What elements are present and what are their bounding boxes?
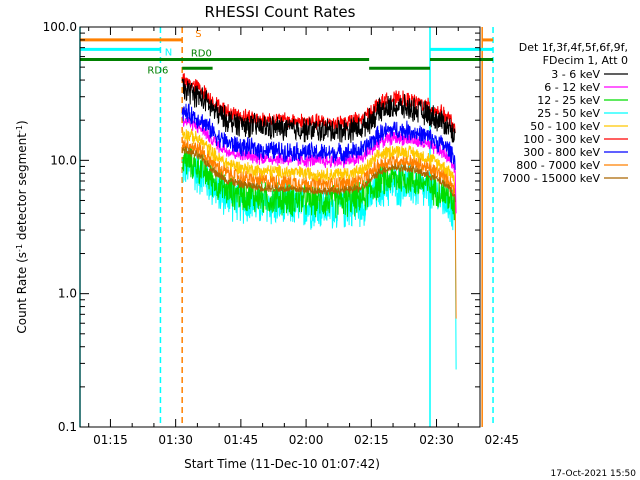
legend-header-line: Det 1f,3f,4f,5f,6f,9f, [519,41,628,54]
y-tick-label: 10.0 [50,153,77,167]
y-axis-label: Count Rate (s-1 detector segment-1) [15,120,29,333]
series-line-7000-15000-kev [181,146,456,203]
legend-label-100-300-kev: 100 - 300 keV [523,133,600,146]
x-tick-label: 02:00 [289,433,324,447]
x-axis-label: Start Time (11-Dec-10 01:07:42) [184,457,380,471]
flag-label-s: S [195,29,201,40]
y-axis-label-part: -1 [15,125,24,133]
count-rate-series [181,73,457,370]
legend-label-6-12-kev: 6 - 12 keV [544,81,600,94]
series-line-800-7000-kev [181,137,457,319]
series-line-50-100-kev [181,128,456,186]
y-tick-label: 100.0 [43,20,77,34]
y-axis-label-part: -1 [15,244,24,252]
y-axis-label-part: ) [15,120,29,125]
y-axis-label-part: detector segment [15,133,29,244]
y-axis: 0.1 1.0 10.0 100.0 [43,20,480,434]
flag-label-n: N [165,47,172,58]
chart-title: RHESSI Count Rates [205,3,356,21]
y-tick-label: 0.1 [58,420,77,434]
series-line-300-800-kev [181,103,456,170]
attenuator-vertical-lines [79,27,494,427]
legend-header-line: FDecim 1, Att 0 [543,54,628,67]
y-tick-label: 1.0 [58,287,77,301]
plot-frame [79,26,481,428]
state-flag-bars: S N RD0 RD6 [80,29,494,76]
flag-label-rd0: RD0 [191,49,212,60]
legend-label-800-7000-kev: 800 - 7000 keV [516,159,600,172]
legend: Det 1f,3f,4f,5f,6f,9f,FDecim 1, Att 03 -… [502,41,628,185]
x-tick-label: 01:30 [158,433,193,447]
legend-label-25-50-kev: 25 - 50 keV [537,107,600,120]
legend-label-7000-15000-kev: 7000 - 15000 keV [502,172,600,185]
legend-label-3-6-kev: 3 - 6 keV [551,68,600,81]
legend-label-12-25-kev: 12 - 25 keV [537,94,600,107]
x-tick-label: 02:45 [484,433,519,447]
flag-label-rd6: RD6 [147,65,168,76]
x-tick-label: 02:15 [354,433,389,447]
legend-label-50-100-kev: 50 - 100 keV [530,120,600,133]
x-tick-label: 01:45 [224,433,259,447]
timestamp: 17-Oct-2021 15:50 [551,469,637,479]
series-line-3-6-kev [181,78,456,143]
x-axis: 01:15 01:30 01:45 02:00 02:15 02:30 02:45 [88,27,519,447]
y-axis-label-part: Count Rate (s [15,252,29,334]
legend-label-300-800-kev: 300 - 800 keV [523,146,600,159]
x-tick-label: 02:30 [419,433,454,447]
x-tick-label: 01:15 [93,433,128,447]
